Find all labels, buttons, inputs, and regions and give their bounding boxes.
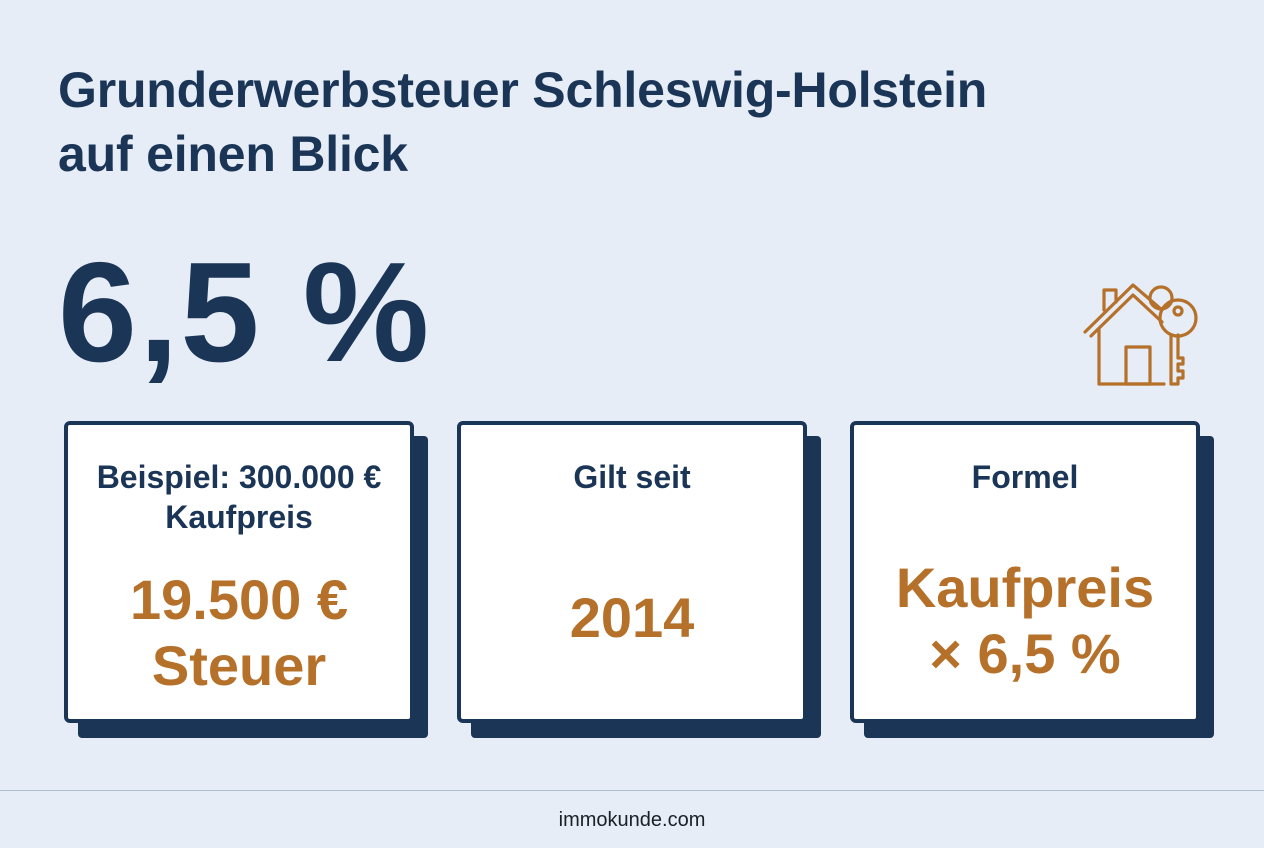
footer-domain: immokunde.com	[0, 808, 1264, 832]
tax-rate: 6,5 %	[58, 238, 431, 388]
card-value-line-2: Steuer	[68, 633, 410, 699]
card-value-line-1: 2014	[461, 585, 803, 651]
card-value-line-1: Kaufpreis	[854, 555, 1196, 621]
card-body: Gilt seit 2014	[457, 421, 807, 723]
card-value-line-1: 19.500 €	[68, 567, 410, 633]
card-body: Formel Kaufpreis × 6,5 %	[850, 421, 1200, 723]
card-value: 2014	[461, 585, 803, 651]
house-with-key-icon	[1080, 280, 1206, 392]
card-value-line-2: × 6,5 %	[854, 621, 1196, 687]
card-value: 19.500 € Steuer	[68, 567, 410, 699]
card-body: Beispiel: 300.000 € Kaufpreis 19.500 € S…	[64, 421, 414, 723]
card-label: Gilt seit	[461, 457, 803, 497]
footer-divider	[0, 790, 1264, 791]
card-label-line-2: Kaufpreis	[68, 497, 410, 537]
page-title-line-1: Grunderwerbsteuer Schleswig-Holstein	[58, 58, 987, 122]
card-value: Kaufpreis × 6,5 %	[854, 555, 1196, 687]
formula-card: Formel Kaufpreis × 6,5 %	[850, 421, 1200, 723]
page-title-line-2: auf einen Blick	[58, 122, 987, 186]
card-label-line-1: Formel	[854, 457, 1196, 497]
valid-since-card: Gilt seit 2014	[457, 421, 807, 723]
card-label: Beispiel: 300.000 € Kaufpreis	[68, 457, 410, 537]
page-title: Grunderwerbsteuer Schleswig-Holstein auf…	[58, 58, 987, 186]
card-label: Formel	[854, 457, 1196, 497]
card-label-line-1: Gilt seit	[461, 457, 803, 497]
card-label-line-1: Beispiel: 300.000 €	[68, 457, 410, 497]
example-card: Beispiel: 300.000 € Kaufpreis 19.500 € S…	[64, 421, 414, 723]
